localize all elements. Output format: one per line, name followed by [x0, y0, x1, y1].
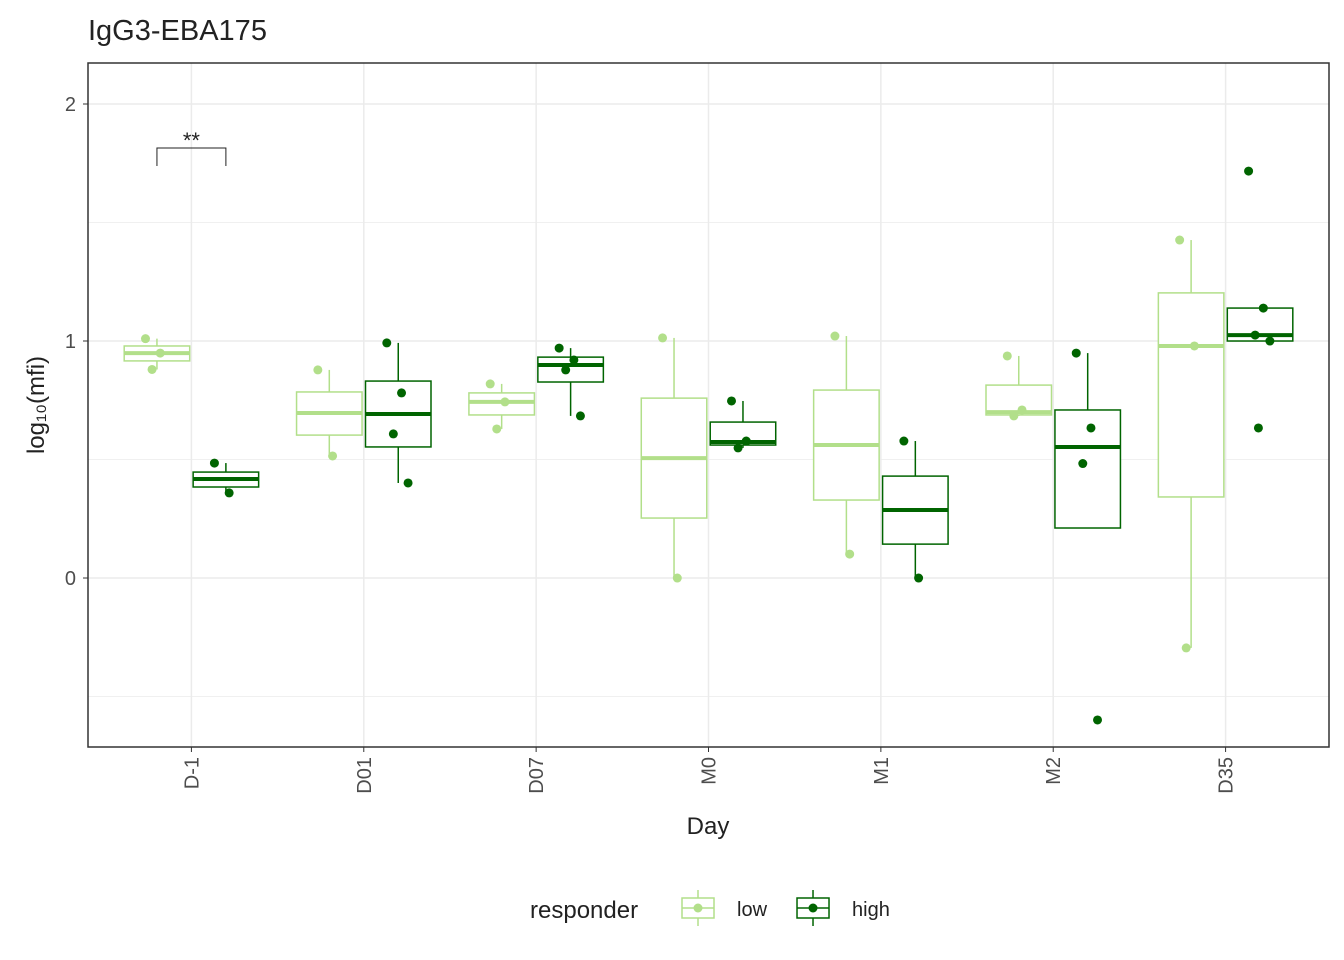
x-tick-label: D35 — [1216, 757, 1238, 794]
point — [382, 338, 392, 348]
point — [388, 429, 398, 439]
y-tick-label: 0 — [65, 568, 76, 590]
point — [672, 573, 682, 583]
point — [397, 388, 407, 398]
point — [1009, 411, 1019, 421]
y-tick-label: 2 — [65, 94, 76, 116]
point — [1086, 423, 1096, 433]
point — [1258, 303, 1268, 313]
significance-label: ** — [183, 128, 201, 153]
point — [1078, 459, 1088, 469]
point — [1250, 330, 1260, 340]
box — [295, 365, 363, 461]
y-tick-label: 1 — [65, 331, 76, 353]
x-tick-label: D07 — [526, 757, 548, 794]
box — [640, 333, 708, 583]
box — [1226, 166, 1294, 433]
point — [845, 549, 855, 559]
point — [155, 348, 165, 358]
box — [537, 343, 605, 421]
box-body — [709, 421, 777, 446]
point — [1093, 715, 1103, 725]
point — [500, 397, 510, 407]
point — [209, 458, 219, 468]
point — [1253, 423, 1263, 433]
x-tick-label: M0 — [699, 757, 721, 785]
point — [554, 343, 564, 353]
point — [914, 573, 924, 583]
point — [727, 396, 737, 406]
point — [485, 379, 495, 389]
significance-bracket — [156, 147, 227, 166]
point — [1175, 235, 1185, 245]
legend: responder low high — [530, 890, 890, 926]
box — [364, 338, 432, 488]
point — [1071, 348, 1081, 358]
legend-title: responder — [530, 897, 638, 924]
x-axis-label: Day — [687, 813, 730, 840]
box — [812, 331, 880, 559]
legend-label: high — [852, 899, 890, 921]
panel-border — [87, 62, 1330, 748]
box-body — [1157, 292, 1225, 498]
box-body — [537, 356, 605, 383]
point — [569, 355, 579, 365]
point — [1244, 166, 1254, 176]
point — [561, 365, 571, 375]
point — [733, 443, 743, 453]
legend-key-point — [693, 903, 703, 913]
point — [830, 331, 840, 341]
box — [1157, 235, 1225, 653]
box — [1054, 348, 1122, 725]
x-tick-label: M2 — [1043, 757, 1065, 785]
point — [575, 411, 585, 421]
point — [224, 488, 234, 498]
legend-label: low — [737, 899, 768, 921]
point — [328, 451, 338, 461]
x-tick-label: D01 — [354, 757, 376, 794]
legend-key-point — [808, 903, 818, 913]
point — [147, 364, 157, 374]
point — [140, 334, 150, 344]
point — [1181, 643, 1191, 653]
x-tick-label: M1 — [871, 757, 893, 785]
chart-title: IgG3-EBA175 — [88, 15, 267, 47]
point — [1189, 341, 1199, 351]
point — [741, 436, 751, 446]
box — [123, 334, 191, 374]
point — [1017, 405, 1027, 415]
point — [403, 478, 413, 488]
point — [1002, 351, 1012, 361]
y-axis-label: log₁₀(mfi) — [23, 356, 50, 454]
box — [709, 396, 777, 453]
point — [492, 424, 502, 434]
grid — [88, 63, 1329, 747]
point — [899, 436, 909, 446]
point — [658, 333, 668, 343]
box — [192, 458, 260, 498]
point — [313, 365, 323, 375]
point — [1265, 336, 1275, 346]
box — [881, 436, 949, 583]
x-tick-label: D-1 — [181, 757, 203, 789]
box — [985, 351, 1053, 421]
box — [468, 379, 536, 434]
